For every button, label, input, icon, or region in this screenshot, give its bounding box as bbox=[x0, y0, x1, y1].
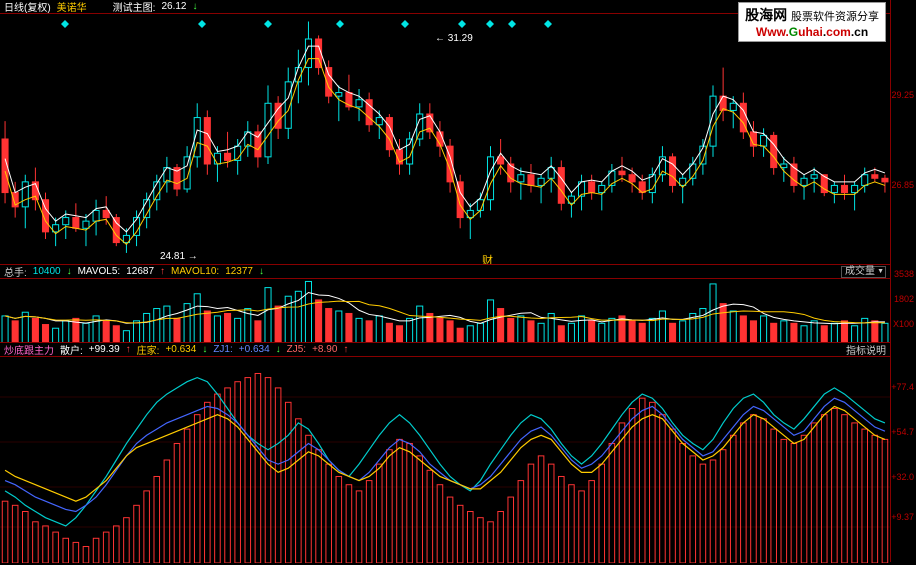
volume-selector[interactable]: 成交量 bbox=[841, 266, 886, 278]
wm-brand: 股海网 bbox=[745, 7, 787, 23]
kline-type: 日线(复权) bbox=[4, 0, 51, 14]
zj5-label: ZJ5: bbox=[287, 344, 306, 355]
sanhu-value: +99.39 bbox=[89, 344, 120, 355]
zj1-label: ZJ1: bbox=[213, 344, 232, 355]
candlestick-yaxis: 29.2526.85 bbox=[890, 0, 916, 264]
sh-arrow: ↑ bbox=[126, 344, 131, 355]
chart-title-value: 26.12 bbox=[161, 1, 186, 12]
ma5-arrow: ↑ bbox=[160, 266, 165, 277]
zhuangjia-value: +0.634 bbox=[165, 344, 196, 355]
volume-yaxis: 35381802X100 bbox=[890, 264, 916, 342]
indicator-yaxis: +77.4+54.7+32.0+9.37 bbox=[890, 342, 916, 562]
chart-title-label: 测试主图: bbox=[113, 0, 156, 14]
mavol5-label: MAVOL5: bbox=[78, 266, 121, 277]
volume-header: 总手: 10400 ↓ MAVOL5: 12687 ↑ MAVOL10: 12377… bbox=[0, 265, 890, 279]
vol-zs-value: 10400 bbox=[33, 266, 61, 277]
value-down-arrow: ↓ bbox=[192, 1, 197, 12]
vol-zs-label: 总手: bbox=[4, 264, 27, 279]
sanhu-label: 散户: bbox=[60, 342, 83, 357]
zj5-arrow: ↑ bbox=[343, 344, 348, 355]
mavol5-value: 12687 bbox=[126, 266, 154, 277]
svg-text:24.81 →: 24.81 → bbox=[160, 251, 198, 262]
svg-text:财: 财 bbox=[482, 253, 493, 264]
svg-text:← 31.29: ← 31.29 bbox=[435, 33, 473, 44]
zj-arrow: ↓ bbox=[202, 344, 207, 355]
indicator-svg[interactable] bbox=[0, 357, 890, 563]
volume-panel: 总手: 10400 ↓ MAVOL5: 12687 ↑ MAVOL10: 12377… bbox=[0, 264, 890, 342]
wm-tagline: 股票软件资源分享 bbox=[791, 11, 879, 23]
mavol10-value: 12377 bbox=[225, 266, 253, 277]
zj5-value: +8.90 bbox=[312, 344, 337, 355]
indicator-help-link[interactable]: 指标说明 bbox=[846, 342, 886, 357]
indicator-panel: 炒底跟主力 散户: +99.39 ↑ 庄家: +0.634 ↓ ZJ1: +0.63… bbox=[0, 342, 890, 562]
zhuangjia-label: 庄家: bbox=[137, 342, 160, 357]
zj1-value: +0.634 bbox=[239, 344, 270, 355]
candlestick-svg[interactable]: ← 31.29 24.81 → 财 bbox=[0, 14, 890, 264]
mavol10-label: MAVOL10: bbox=[171, 266, 219, 277]
indicator-header: 炒底跟主力 散户: +99.39 ↑ 庄家: +0.634 ↓ ZJ1: +0.63… bbox=[0, 343, 890, 357]
indicator-title: 炒底跟主力 bbox=[4, 342, 54, 357]
stock-name: 美诺华 bbox=[57, 0, 87, 14]
volume-svg[interactable] bbox=[0, 279, 890, 343]
zs-arrow: ↓ bbox=[67, 266, 72, 277]
watermark-logo: 股海网 股票软件资源分享 Www.Guhai.com.cn bbox=[738, 2, 886, 42]
ma10-arrow: ↓ bbox=[259, 266, 264, 277]
zj1-arrow: ↓ bbox=[276, 344, 281, 355]
